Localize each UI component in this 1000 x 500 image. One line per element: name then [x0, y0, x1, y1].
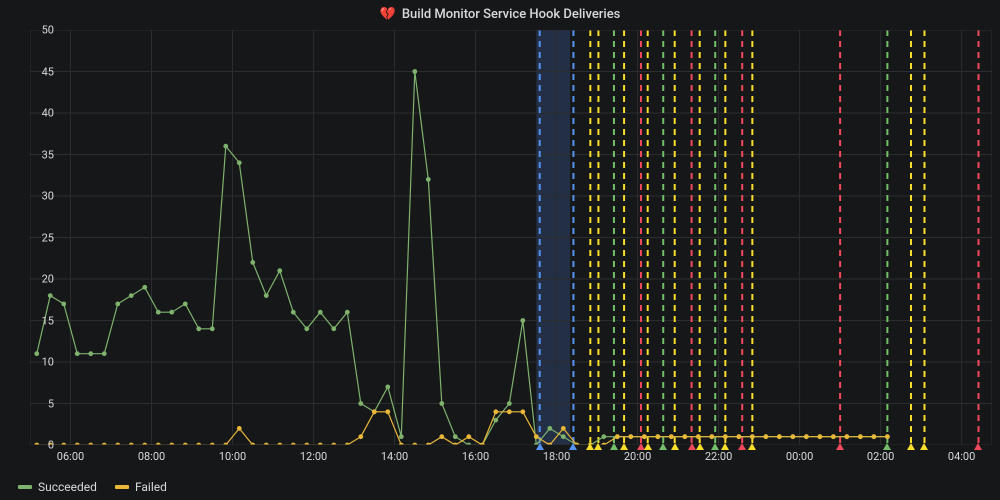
annotation-marker[interactable]: [594, 443, 602, 450]
legend-swatch: [18, 485, 32, 489]
annotation-marker[interactable]: [738, 443, 746, 450]
chart-svg: [30, 30, 992, 445]
chart-area[interactable]: 0510152025303540455006:0008:0010:0012:00…: [30, 30, 992, 445]
x-axis-tick: 22:00: [705, 450, 732, 463]
broken-heart-icon: 💔: [380, 8, 396, 21]
annotation-marker[interactable]: [748, 443, 756, 450]
y-axis-tick: 15: [30, 314, 54, 327]
chart-panel: 💔 Build Monitor Service Hook Deliveries …: [0, 0, 1000, 500]
annotation-marker[interactable]: [711, 443, 719, 450]
x-axis-tick: 16:00: [462, 450, 489, 463]
legend-item-failed[interactable]: Failed: [115, 480, 167, 494]
annotation-marker[interactable]: [610, 443, 618, 450]
annotation-marker[interactable]: [671, 443, 679, 450]
y-axis-tick: 20: [30, 273, 54, 286]
legend-item-succeeded[interactable]: Succeeded: [18, 480, 97, 494]
x-axis-tick: 18:00: [543, 450, 570, 463]
panel-title-row: 💔 Build Monitor Service Hook Deliveries: [0, 0, 1000, 28]
panel-title: Build Monitor Service Hook Deliveries: [402, 7, 621, 22]
annotation-marker[interactable]: [721, 443, 729, 450]
annotation-marker[interactable]: [586, 443, 594, 450]
x-axis-tick: 12:00: [300, 450, 327, 463]
y-axis-tick: 30: [30, 190, 54, 203]
annotation-marker[interactable]: [688, 443, 696, 450]
y-axis-tick: 40: [30, 107, 54, 120]
legend-label: Failed: [135, 480, 167, 494]
annotation-marker[interactable]: [536, 443, 544, 450]
annotation-marker[interactable]: [696, 443, 704, 450]
x-axis-tick: 04:00: [948, 450, 975, 463]
y-axis-tick: 35: [30, 148, 54, 161]
annotation-marker[interactable]: [659, 443, 667, 450]
annotation-marker[interactable]: [883, 443, 891, 450]
y-axis-tick: 45: [30, 65, 54, 78]
y-axis-tick: 25: [30, 231, 54, 244]
x-axis-tick: 20:00: [624, 450, 651, 463]
legend-label: Succeeded: [38, 480, 97, 494]
x-axis-tick: 08:00: [138, 450, 165, 463]
x-axis-tick: 06:00: [57, 450, 84, 463]
y-axis-tick: 5: [30, 397, 54, 410]
annotation-marker[interactable]: [836, 443, 844, 450]
legend: Succeeded Failed: [18, 480, 167, 494]
y-axis-tick: 0: [30, 439, 54, 452]
annotation-marker[interactable]: [920, 443, 928, 450]
annotation-marker[interactable]: [644, 443, 652, 450]
x-axis-tick: 10:00: [219, 450, 246, 463]
annotation-marker[interactable]: [907, 443, 915, 450]
x-axis-tick: 00:00: [786, 450, 813, 463]
annotation-marker[interactable]: [569, 443, 577, 450]
x-axis-tick: 14:00: [381, 450, 408, 463]
annotation-marker[interactable]: [620, 443, 628, 450]
y-axis-tick: 10: [30, 356, 54, 369]
y-axis-tick: 50: [30, 24, 54, 37]
legend-swatch: [115, 485, 129, 489]
x-axis-tick: 02:00: [867, 450, 894, 463]
annotation-marker[interactable]: [974, 443, 982, 450]
